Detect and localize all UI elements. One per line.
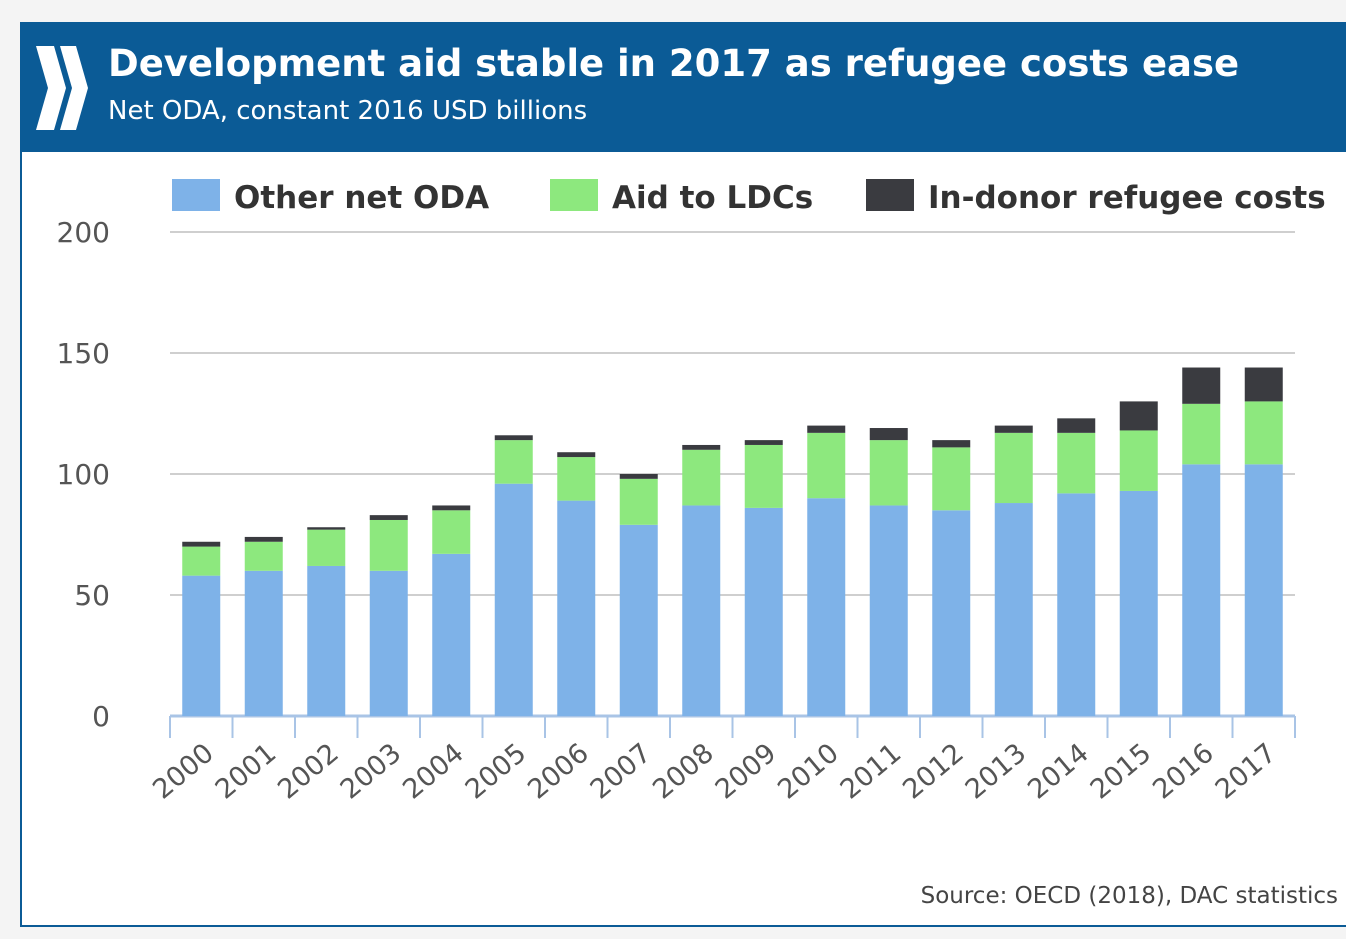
x-tick-label: 2002 bbox=[272, 738, 345, 806]
bar-segment-other-oda bbox=[369, 570, 408, 716]
bar-segment-refugee-costs bbox=[1119, 401, 1158, 431]
bar-segment-ldc-aid bbox=[369, 519, 408, 571]
bar-segment-other-oda bbox=[307, 565, 346, 716]
bar-segment-other-oda bbox=[869, 505, 908, 716]
legend-label: Other net ODA bbox=[234, 180, 489, 216]
bar-segment-other-oda bbox=[682, 505, 721, 716]
bar-segment-refugee-costs bbox=[994, 425, 1033, 433]
bar-segment-ldc-aid bbox=[1244, 401, 1283, 465]
x-tick-label: 2012 bbox=[897, 738, 970, 806]
bar-segment-refugee-costs bbox=[557, 452, 596, 458]
bar-segment-other-oda bbox=[432, 553, 471, 716]
bar-segment-refugee-costs bbox=[369, 515, 408, 520]
x-tick-label: 2008 bbox=[647, 738, 720, 806]
bar-segment-other-oda bbox=[1119, 490, 1158, 716]
legend-swatch bbox=[866, 179, 914, 211]
double-chevron-icon bbox=[36, 46, 88, 130]
x-tick-label: 2007 bbox=[585, 738, 658, 806]
bar-segment-ldc-aid bbox=[557, 457, 596, 501]
x-tick-label: 2011 bbox=[835, 738, 908, 806]
x-tick-label: 2014 bbox=[1022, 738, 1095, 806]
y-tick-label: 150 bbox=[57, 337, 110, 370]
bar-segment-ldc-aid bbox=[432, 510, 471, 554]
bar-segment-refugee-costs bbox=[494, 435, 533, 441]
bar-segment-ldc-aid bbox=[932, 447, 971, 511]
bar-segment-ldc-aid bbox=[182, 546, 221, 576]
chart-header: Development aid stable in 2017 as refuge… bbox=[22, 22, 1346, 152]
bar-segment-ldc-aid bbox=[682, 449, 721, 506]
bar-segment-refugee-costs bbox=[744, 440, 783, 445]
legend-label: Aid to LDCs bbox=[612, 180, 813, 216]
bar-segment-ldc-aid bbox=[619, 478, 658, 525]
y-tick-label: 100 bbox=[57, 458, 110, 491]
bar-segment-ldc-aid bbox=[494, 440, 533, 484]
bar-segment-refugee-costs bbox=[307, 527, 346, 530]
bar-segment-other-oda bbox=[244, 570, 283, 716]
x-tick-label: 2003 bbox=[335, 738, 408, 806]
x-tick-label: 2006 bbox=[522, 738, 595, 806]
legend-swatch bbox=[550, 179, 598, 211]
bar-segment-ldc-aid bbox=[244, 541, 283, 571]
x-tick-label: 2016 bbox=[1147, 738, 1220, 806]
bar-segment-ldc-aid bbox=[1182, 403, 1221, 465]
x-tick-label: 2010 bbox=[772, 738, 845, 806]
bar-segment-ldc-aid bbox=[869, 440, 908, 506]
bar-segment-other-oda bbox=[1182, 464, 1221, 716]
bar-segment-other-oda bbox=[182, 575, 221, 716]
x-tick-label: 2009 bbox=[710, 738, 783, 806]
bar-segment-other-oda bbox=[1057, 493, 1096, 716]
bar-segment-ldc-aid bbox=[744, 444, 783, 508]
x-tick-label: 2005 bbox=[460, 738, 533, 806]
bar-segment-ldc-aid bbox=[307, 529, 346, 566]
bar-segment-refugee-costs bbox=[619, 474, 658, 479]
bar-segment-other-oda bbox=[994, 503, 1033, 716]
bar-segment-refugee-costs bbox=[182, 541, 221, 547]
bar-segment-other-oda bbox=[619, 524, 658, 716]
bar-segment-other-oda bbox=[557, 500, 596, 716]
x-tick-label: 2015 bbox=[1085, 738, 1158, 806]
x-tick-label: 2017 bbox=[1210, 738, 1283, 806]
bar-segment-refugee-costs bbox=[807, 425, 846, 433]
bar-segment-other-oda bbox=[494, 483, 533, 716]
x-tick-label: 2001 bbox=[210, 738, 283, 806]
x-tick-label: 2004 bbox=[397, 738, 470, 806]
bar-segment-other-oda bbox=[744, 507, 783, 716]
chart-title: Development aid stable in 2017 as refuge… bbox=[108, 42, 1240, 85]
bar-segment-other-oda bbox=[807, 498, 846, 716]
bar-segment-ldc-aid bbox=[994, 432, 1033, 504]
bar-segment-refugee-costs bbox=[932, 440, 971, 448]
bar-segment-refugee-costs bbox=[1244, 367, 1283, 402]
source-note: Source: OECD (2018), DAC statistics bbox=[920, 883, 1338, 909]
bar-segment-other-oda bbox=[1244, 464, 1283, 716]
bar-segment-refugee-costs bbox=[682, 444, 721, 450]
bar-segment-other-oda bbox=[932, 510, 971, 716]
y-tick-label: 200 bbox=[57, 216, 110, 249]
bar-segment-ldc-aid bbox=[807, 432, 846, 499]
legend-label: In-donor refugee costs bbox=[928, 180, 1326, 216]
y-tick-label: 0 bbox=[92, 700, 110, 733]
x-tick-label: 2013 bbox=[960, 738, 1033, 806]
bar-segment-refugee-costs bbox=[432, 505, 471, 511]
chart-subtitle: Net ODA, constant 2016 USD billions bbox=[108, 96, 588, 126]
x-tick-label: 2000 bbox=[147, 738, 220, 806]
bar-segment-ldc-aid bbox=[1119, 430, 1158, 491]
bar-segment-refugee-costs bbox=[869, 428, 908, 441]
y-tick-label: 50 bbox=[74, 579, 110, 612]
legend-swatch bbox=[172, 179, 220, 211]
bar-segment-refugee-costs bbox=[244, 536, 283, 542]
bar-segment-refugee-costs bbox=[1182, 367, 1221, 404]
bar-segment-refugee-costs bbox=[1057, 418, 1096, 433]
bar-segment-ldc-aid bbox=[1057, 432, 1096, 494]
